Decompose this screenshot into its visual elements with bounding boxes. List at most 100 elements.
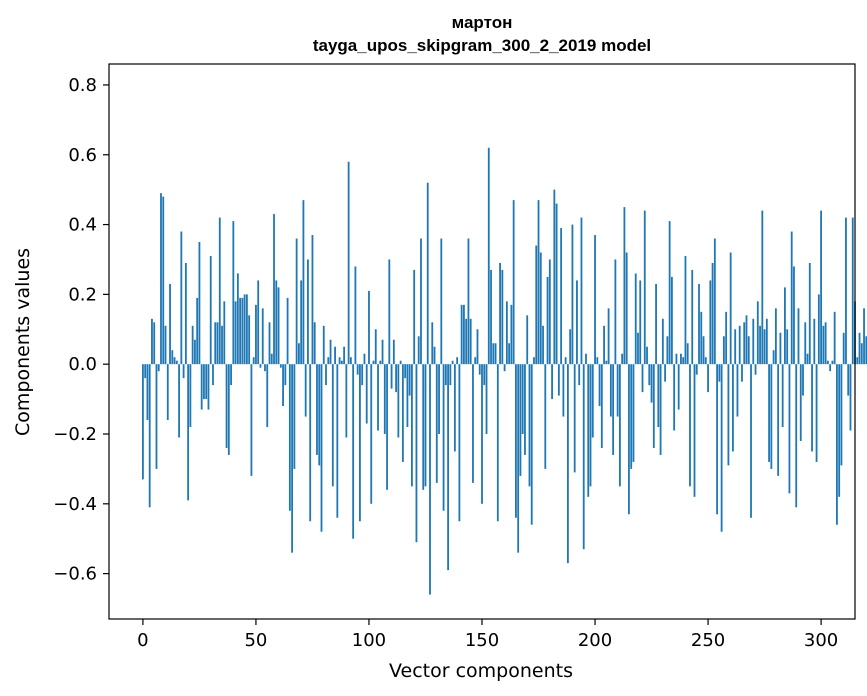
bar: [709, 280, 712, 365]
bar: [433, 346, 436, 365]
bar: [359, 364, 361, 522]
bar: [435, 364, 438, 483]
bar: [284, 364, 287, 386]
bar: [564, 357, 567, 365]
bar: [822, 325, 825, 365]
bar: [650, 364, 653, 403]
bar: [752, 318, 755, 365]
bar: [682, 357, 685, 365]
bar: [340, 360, 343, 365]
bar: [788, 364, 791, 494]
bar: [469, 318, 472, 365]
bar: [510, 304, 513, 365]
bar: [537, 200, 540, 365]
chart-title: мартон: [452, 13, 513, 32]
bar: [352, 364, 355, 539]
bar: [817, 294, 820, 365]
bar: [252, 357, 255, 365]
bar: [781, 364, 784, 428]
bar: [146, 364, 149, 421]
bar: [232, 221, 235, 365]
bar: [221, 325, 223, 365]
bar: [686, 343, 689, 365]
bar: [331, 364, 334, 487]
bar: [768, 364, 770, 462]
y-tick-label: 0.0: [68, 354, 97, 375]
bar: [621, 353, 624, 365]
bar: [786, 329, 789, 365]
bar: [329, 339, 332, 365]
bar: [440, 238, 443, 365]
bar: [743, 322, 746, 365]
bar: [449, 364, 452, 386]
bar: [754, 364, 757, 375]
bar: [320, 364, 323, 532]
bar: [652, 364, 655, 448]
bar: [727, 364, 730, 466]
bar: [248, 315, 251, 365]
bar: [463, 304, 465, 365]
bar: [722, 336, 725, 365]
bar: [591, 364, 594, 438]
bar: [815, 364, 818, 462]
bar: [311, 235, 314, 365]
bar: [759, 325, 761, 365]
bar: [736, 364, 739, 417]
bar: [530, 364, 533, 525]
bar: [774, 308, 777, 365]
bar: [148, 364, 151, 508]
bar: [677, 364, 680, 410]
bar: [804, 322, 807, 365]
bar: [598, 364, 601, 407]
bar: [675, 353, 678, 365]
bar: [162, 196, 165, 365]
bar: [297, 343, 300, 365]
bar: [383, 364, 386, 434]
bar: [664, 364, 667, 382]
bar: [390, 364, 393, 389]
y-tick-label: −0.2: [53, 424, 97, 445]
bar: [485, 364, 488, 434]
bar: [802, 364, 804, 396]
bar: [567, 364, 569, 564]
bar: [700, 311, 703, 365]
bar: [716, 364, 719, 515]
bar: [594, 235, 596, 365]
bar: [849, 364, 852, 431]
bar: [524, 364, 526, 455]
bar: [286, 297, 289, 365]
bar: [557, 364, 560, 396]
x-tick-label: 150: [465, 630, 499, 651]
bar: [404, 364, 407, 379]
bar: [587, 364, 590, 497]
bar: [191, 325, 194, 365]
bar: [481, 364, 483, 504]
bar: [628, 364, 630, 515]
bar: [273, 214, 275, 365]
bar: [745, 315, 748, 365]
bar: [659, 364, 662, 455]
bar: [379, 360, 382, 365]
bar: [157, 364, 160, 372]
bar: [347, 161, 350, 365]
bar: [684, 255, 687, 365]
bar: [293, 364, 296, 469]
bar: [625, 252, 628, 365]
bar: [689, 364, 691, 487]
bar: [641, 364, 644, 393]
bar: [646, 346, 648, 365]
bar: [614, 259, 617, 365]
bar: [453, 364, 456, 452]
bar: [544, 364, 547, 469]
y-tick-label: 0.6: [68, 145, 97, 166]
bar: [661, 318, 664, 365]
bar: [720, 364, 723, 532]
bar: [634, 273, 637, 365]
bar: [245, 294, 248, 365]
bar: [374, 329, 377, 365]
x-tick-label: 0: [137, 630, 148, 651]
bar: [327, 357, 330, 365]
bar: [501, 269, 504, 365]
bar: [307, 259, 309, 365]
bar: [175, 360, 178, 365]
